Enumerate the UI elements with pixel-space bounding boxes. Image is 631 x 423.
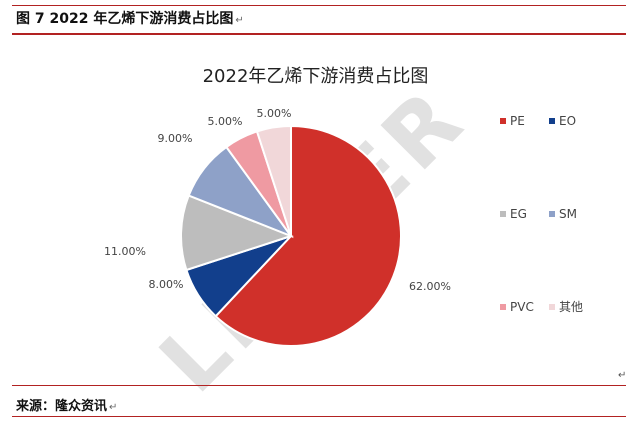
top-rule: [12, 5, 626, 6]
source-bottom-rule: [12, 416, 626, 417]
data-label-pvc: 5.00%: [208, 115, 243, 128]
pilcrow-mark: ↵: [109, 402, 118, 413]
pie-slice-其他: [255, 124, 292, 237]
data-label-sm: 9.00%: [158, 132, 193, 145]
legend-label-pe: PE: [510, 114, 525, 128]
pie-slice-pe: [214, 124, 402, 347]
source-text: 来源：隆众资讯: [16, 399, 108, 414]
legend-marker-eg: [500, 211, 506, 217]
source-top-rule: [12, 385, 626, 386]
source-note: 来源：隆众资讯 ↵: [16, 395, 117, 414]
chart-title: 2022年乙烯下游消费占比图: [202, 66, 429, 87]
legend-marker-其他: [549, 304, 555, 310]
data-label-其他: 5.00%: [257, 107, 292, 120]
legend-label-其他: 其他: [559, 300, 583, 314]
legend-label-eg: EG: [510, 207, 527, 221]
data-label-eo: 8.00%: [149, 278, 184, 291]
legend-marker-sm: [549, 211, 555, 217]
figure-caption: 图 7 2022 年乙烯下游消费占比图 ↵: [16, 8, 244, 28]
legend-label-eo: EO: [559, 114, 576, 128]
pie-slice-eg: [180, 194, 294, 272]
figure-caption-text: 图 7 2022 年乙烯下游消费占比图: [16, 11, 234, 27]
pilcrow-mark: ↵: [235, 15, 244, 26]
legend-label-pvc: PVC: [510, 300, 534, 314]
legend-marker-pvc: [500, 304, 506, 310]
pilcrow-mark-right: ↵: [618, 370, 627, 381]
data-label-pe: 62.00%: [409, 280, 451, 293]
legend-marker-pe: [500, 118, 506, 124]
caption-rule: [12, 33, 626, 35]
legend-marker-eo: [549, 118, 555, 124]
legend-label-sm: SM: [559, 207, 577, 221]
data-label-eg: 11.00%: [104, 245, 146, 258]
